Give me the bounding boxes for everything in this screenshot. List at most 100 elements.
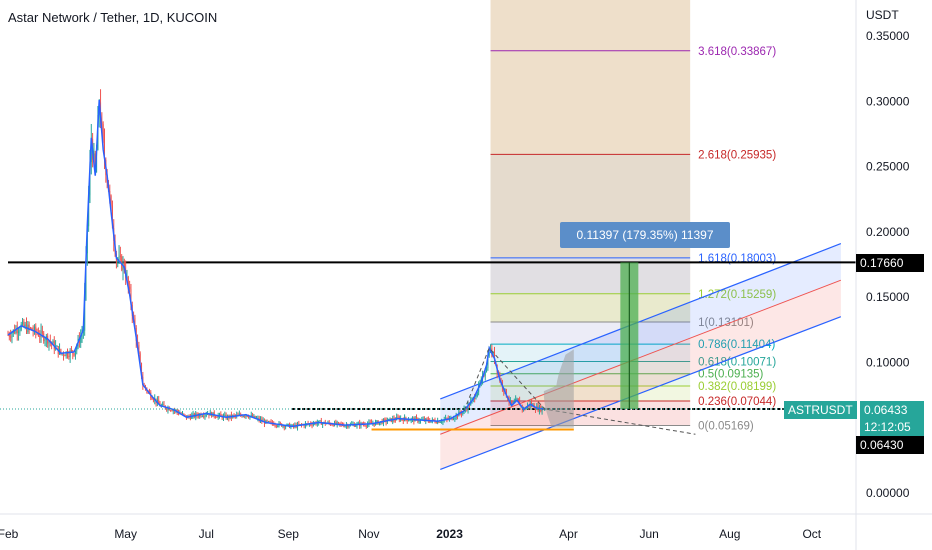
candle-body <box>118 255 120 260</box>
candle-body <box>184 414 186 416</box>
candle-body <box>16 328 18 334</box>
candle-body <box>192 413 194 416</box>
candle-body <box>369 422 371 424</box>
candle-body <box>438 421 440 423</box>
candle-body <box>64 355 66 357</box>
x-tick-label: 2023 <box>436 527 463 541</box>
candle-body <box>394 420 396 422</box>
candle-body <box>389 418 391 420</box>
candle-body <box>15 328 17 334</box>
candle-body <box>408 420 410 422</box>
candle-body <box>200 414 202 417</box>
price-axis[interactable]: 0.35000 0.30000 0.25000 0.20000 0.15000 0.100… <box>855 0 910 550</box>
candle-body <box>76 346 78 351</box>
candle-body <box>33 326 35 332</box>
candle-body <box>291 424 293 426</box>
symbol-tag: ASTRUSDT <box>784 401 857 419</box>
candle-body <box>364 424 366 426</box>
candle-body <box>397 416 399 418</box>
candle-body <box>293 424 295 427</box>
candle-body <box>224 414 226 416</box>
candle-body <box>267 421 269 423</box>
candle-body <box>365 425 367 427</box>
candle-body <box>534 408 536 410</box>
channel-lower-line <box>440 316 842 471</box>
candle-body <box>426 418 428 420</box>
candle-body <box>101 122 103 125</box>
candle-body <box>415 417 417 419</box>
candle-body <box>429 421 431 423</box>
candle-body <box>166 408 168 410</box>
fib-level-label: 0.382(0.08199) <box>698 381 776 393</box>
candle-body <box>104 142 106 160</box>
candle-body <box>207 414 209 416</box>
candle-body <box>460 413 462 415</box>
time-axis[interactable]: Feb May Jul Sep Nov 2023 Apr Jun Aug Oct <box>0 513 932 541</box>
y-tick-label: 0.20000 <box>866 225 910 239</box>
candle-body <box>405 417 407 420</box>
plot-area[interactable]: 0(0.05169)0.236(0.07044)0.382(0.08199)0.… <box>0 0 856 471</box>
candle-body <box>322 423 324 425</box>
volume-profile <box>543 349 574 428</box>
candle-body <box>402 419 404 422</box>
candle-body <box>162 403 164 406</box>
channel-upper-fill <box>440 243 841 435</box>
candle-body <box>373 423 375 426</box>
candle-body <box>28 324 30 328</box>
candle-body <box>241 415 243 417</box>
candle-body <box>331 424 333 426</box>
candle-body <box>430 420 432 423</box>
candle-body <box>386 420 388 422</box>
candle-body <box>275 425 277 427</box>
candle-body <box>488 352 490 356</box>
candle-body <box>311 424 313 426</box>
candle-body <box>215 416 217 418</box>
currency-unit: USDT <box>866 8 899 22</box>
candle-body <box>474 397 476 399</box>
candle-body <box>525 407 527 410</box>
candle-body <box>41 330 43 334</box>
x-tick-label: Feb <box>0 527 19 541</box>
candle-body <box>111 205 113 229</box>
candle-body <box>466 409 468 411</box>
candle-body <box>70 350 72 352</box>
candle-body <box>156 399 158 403</box>
candle-body <box>22 321 24 325</box>
candle-body <box>252 415 254 418</box>
resistance-price-tag: 0.17660 <box>856 254 924 272</box>
candle-body <box>250 415 252 417</box>
candle-body <box>246 415 248 417</box>
candle-body <box>476 392 478 397</box>
candle-body <box>270 421 272 423</box>
candle-body <box>287 423 289 425</box>
candle-body <box>204 414 206 417</box>
fib-band <box>490 321 691 345</box>
candle-body <box>456 414 458 417</box>
candle-body <box>418 421 420 423</box>
candle-body <box>172 409 174 411</box>
candle-body <box>282 425 284 427</box>
candle-body <box>441 421 443 423</box>
candle-body <box>129 286 131 290</box>
fib-level-label: 1(0.13101) <box>698 317 754 329</box>
y-tick-label: 0.00000 <box>866 486 910 500</box>
fib-level-label: 0.236(0.07044) <box>698 396 776 408</box>
candle-body <box>455 414 457 419</box>
candle-body <box>445 418 447 420</box>
candle-body <box>44 340 46 342</box>
candle-body <box>148 391 150 393</box>
fib-level-label: 0.5(0.09135) <box>698 369 763 381</box>
candle-body <box>20 324 22 330</box>
candle-body <box>492 352 494 356</box>
fib-band <box>490 401 691 426</box>
candle-body <box>347 424 349 427</box>
candle-body <box>484 372 486 376</box>
y-tick-label: 0.25000 <box>866 160 910 174</box>
candle-body <box>343 425 345 427</box>
candle-body <box>412 418 414 420</box>
x-tick-label: Jul <box>199 527 214 541</box>
candle-body <box>511 400 513 405</box>
x-tick-label: Nov <box>358 527 379 541</box>
candle-body <box>273 423 275 426</box>
